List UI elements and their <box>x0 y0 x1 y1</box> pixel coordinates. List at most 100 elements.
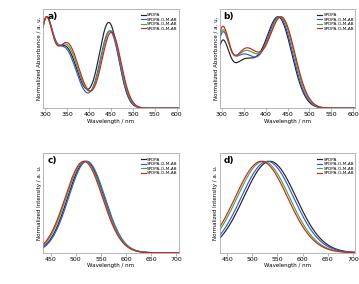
Line: SPDPA-O₂M₁AB: SPDPA-O₂M₁AB <box>220 161 355 252</box>
Line: SPDPA: SPDPA <box>43 17 179 108</box>
SPDPA <box>278 16 282 19</box>
SPDPA <box>353 106 358 110</box>
SPDPA-O₂M₂AB <box>353 251 358 254</box>
SPDPA-O₁M₁AB <box>41 25 45 29</box>
Line: SPDPA: SPDPA <box>220 17 355 108</box>
SPDPA-O₂M₁AB <box>231 53 236 56</box>
SPDPA <box>231 60 236 63</box>
Line: SPDPA-O₁M₁AB: SPDPA-O₁M₁AB <box>43 17 179 108</box>
Line: SPDPA: SPDPA <box>43 161 179 253</box>
SPDPA <box>177 106 181 110</box>
SPDPA-O₂M₂AB <box>147 251 151 254</box>
SPDPA-O₂M₂AB <box>96 75 100 78</box>
SPDPA-O₂M₁AB <box>147 251 151 254</box>
Line: SPDPA-O₁M₁AB: SPDPA-O₁M₁AB <box>220 17 355 108</box>
SPDPA <box>177 251 181 254</box>
SPDPA-O₁M₁AB <box>96 176 100 179</box>
Line: SPDPA-O₁M₁AB: SPDPA-O₁M₁AB <box>43 161 179 253</box>
SPDPA <box>218 45 222 49</box>
SPDPA-O₂M₂AB <box>231 199 236 203</box>
SPDPA-O₂M₂AB <box>177 106 181 110</box>
SPDPA-O₂M₁AB <box>101 49 105 52</box>
SPDPA <box>96 59 100 62</box>
SPDPA-O₂M₁AB <box>45 15 49 18</box>
SPDPA-O₁M₁AB <box>311 231 315 235</box>
SPDPA <box>45 15 49 18</box>
SPDPA-O₂M₂AB <box>259 160 264 163</box>
SPDPA-O₁M₁AB <box>177 106 181 110</box>
SPDPA-O₂M₂AB <box>323 247 328 250</box>
SPDPA-O₂M₁AB <box>278 15 282 18</box>
SPDPA <box>84 160 88 163</box>
Y-axis label: Normalized Intensity / a. u.: Normalized Intensity / a. u. <box>37 166 42 240</box>
SPDPA-O₁M₁AB <box>323 243 328 247</box>
SPDPA-O₂M₁AB <box>177 106 181 110</box>
SPDPA <box>149 106 154 110</box>
SPDPA-O₂M₁AB <box>55 43 59 46</box>
SPDPA-O₁M₁AB <box>278 15 282 18</box>
X-axis label: Wavelength / nm: Wavelength / nm <box>264 263 311 268</box>
SPDPA <box>55 42 59 45</box>
SPDPA-O₁M₁AB <box>177 251 181 254</box>
SPDPA-O₂M₂AB <box>323 106 328 110</box>
SPDPA-O₂M₁AB <box>231 203 236 207</box>
SPDPA-O₁M₁AB <box>55 228 59 231</box>
X-axis label: Wavelength / nm: Wavelength / nm <box>87 263 135 268</box>
SPDPA-O₂M₂AB <box>41 24 45 28</box>
SPDPA-O₂M₁AB <box>311 236 315 239</box>
SPDPA <box>268 160 272 163</box>
Line: SPDPA-O₂M₁AB: SPDPA-O₂M₁AB <box>43 161 179 253</box>
Line: SPDPA-O₁M₁AB: SPDPA-O₁M₁AB <box>220 161 355 252</box>
SPDPA-O₂M₁AB <box>149 251 154 254</box>
SPDPA <box>134 105 139 108</box>
Y-axis label: Normalized Intensity / a. u.: Normalized Intensity / a. u. <box>213 166 218 240</box>
SPDPA-O₂M₁AB <box>353 106 358 110</box>
SPDPA <box>101 34 105 38</box>
SPDPA <box>272 161 277 164</box>
Line: SPDPA-O₂M₂AB: SPDPA-O₂M₂AB <box>220 161 355 252</box>
SPDPA <box>147 106 151 110</box>
SPDPA-O₂M₁AB <box>149 106 154 110</box>
SPDPA-O₂M₂AB <box>134 104 139 107</box>
Line: SPDPA-O₂M₂AB: SPDPA-O₂M₂AB <box>43 17 179 108</box>
SPDPA-O₁M₁AB <box>231 212 236 215</box>
SPDPA-O₂M₂AB <box>353 106 358 110</box>
SPDPA <box>323 242 328 245</box>
Line: SPDPA: SPDPA <box>220 161 355 252</box>
Y-axis label: Normalized Absorbance / a. u.: Normalized Absorbance / a. u. <box>37 17 42 100</box>
X-axis label: Wavelength / nm: Wavelength / nm <box>87 119 135 124</box>
SPDPA-O₂M₂AB <box>101 54 105 57</box>
SPDPA-O₁M₁AB <box>45 15 49 18</box>
SPDPA-O₂M₂AB <box>147 106 151 110</box>
SPDPA <box>326 106 330 110</box>
SPDPA-O₁M₁AB <box>272 163 277 166</box>
SPDPA-O₁M₁AB <box>55 41 59 45</box>
SPDPA-O₂M₂AB <box>149 251 154 254</box>
SPDPA-O₂M₁AB <box>278 176 282 179</box>
SPDPA-O₂M₁AB <box>147 106 151 110</box>
SPDPA-O₂M₁AB <box>41 25 45 28</box>
SPDPA-O₂M₂AB <box>326 248 330 251</box>
SPDPA <box>326 243 330 247</box>
SPDPA-O₂M₁AB <box>134 105 139 108</box>
SPDPA-O₂M₂AB <box>134 249 139 253</box>
SPDPA <box>41 245 45 249</box>
SPDPA <box>41 25 45 28</box>
Line: SPDPA-O₂M₂AB: SPDPA-O₂M₂AB <box>43 161 179 253</box>
SPDPA-O₂M₁AB <box>218 36 222 39</box>
SPDPA-O₂M₂AB <box>326 106 330 110</box>
SPDPA <box>55 225 59 229</box>
SPDPA-O₂M₂AB <box>218 225 222 229</box>
SPDPA-O₂M₂AB <box>277 16 281 19</box>
SPDPA-O₁M₁AB <box>85 160 89 163</box>
SPDPA-O₁M₁AB <box>149 251 154 254</box>
SPDPA-O₂M₂AB <box>149 106 154 110</box>
SPDPA-O₁M₁AB <box>323 106 328 110</box>
SPDPA-O₁M₁AB <box>311 103 315 106</box>
SPDPA <box>149 251 154 254</box>
Legend: SPDPA, SPDPA-O₁M₁AB, SPDPA-O₂M₁AB, SPDPA-O₂M₂AB: SPDPA, SPDPA-O₁M₁AB, SPDPA-O₂M₁AB, SPDPA… <box>317 157 355 176</box>
SPDPA-O₂M₁AB <box>353 251 358 254</box>
SPDPA-O₂M₁AB <box>55 221 59 225</box>
SPDPA <box>147 251 151 254</box>
SPDPA-O₁M₁AB <box>41 246 45 250</box>
